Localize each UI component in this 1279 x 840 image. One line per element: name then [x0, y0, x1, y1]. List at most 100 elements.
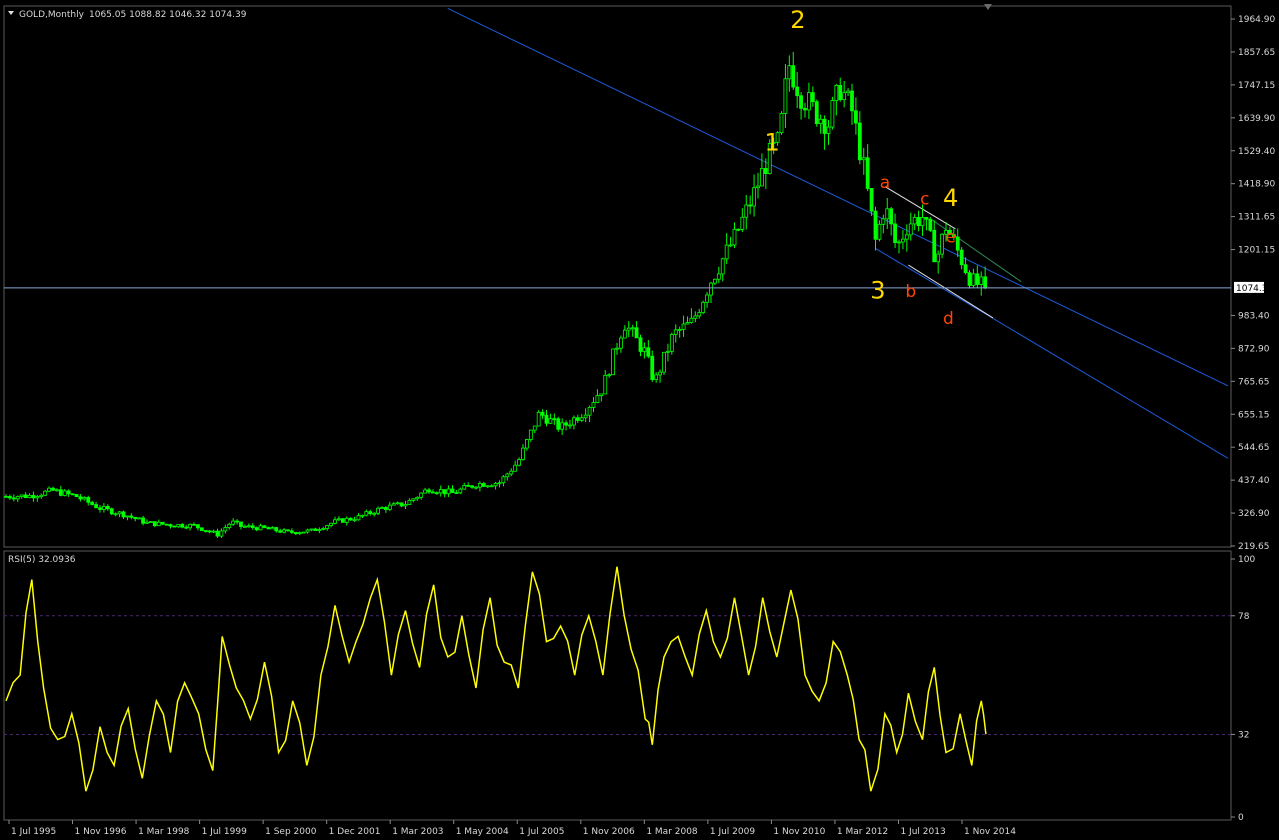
candle-body — [720, 258, 725, 275]
candle-body — [407, 499, 412, 505]
candle-body — [517, 459, 521, 466]
price-tick-label: 326.90 — [1238, 509, 1270, 519]
candle-body — [133, 516, 138, 520]
time-tick-label: 1 Mar 2008 — [646, 827, 698, 837]
candle-body — [31, 494, 36, 499]
candle-body — [904, 234, 909, 240]
candle-body — [427, 489, 431, 493]
price-tick-label: 872.90 — [1238, 344, 1270, 354]
price-pane[interactable]: 1 2 3 4 a b c d e — [3, 4, 1232, 548]
candle-body — [82, 497, 87, 500]
candle-body — [822, 118, 827, 134]
candle-body — [102, 506, 106, 510]
candle-body — [861, 157, 866, 161]
candle-body — [842, 92, 847, 101]
candle-body — [619, 337, 623, 349]
candle-body — [556, 418, 561, 430]
candle-body — [270, 527, 275, 530]
candle-body — [164, 523, 169, 526]
candle-body — [333, 519, 337, 524]
candle-body — [39, 494, 44, 497]
rsi-title: RSI(5) 32.0936 — [8, 555, 76, 565]
trendline-inner-channel-top[interactable] — [884, 186, 956, 230]
rsi-pane[interactable] — [3, 550, 1232, 821]
price-tick-label: 219.65 — [1238, 542, 1270, 552]
candle-body — [955, 236, 960, 251]
price-tick-label: 1747.15 — [1238, 81, 1275, 91]
chart-shift-marker-icon[interactable] — [984, 4, 992, 10]
rsi-tick-label: 32 — [1238, 730, 1249, 740]
price-tick-label: 1857.65 — [1238, 48, 1275, 58]
candle-body — [384, 507, 388, 510]
current-price-tag — [1234, 281, 1264, 293]
ohlc-readout: 1065.05 1088.82 1046.32 1074.39 — [89, 10, 247, 20]
candle-body — [846, 90, 850, 94]
candle-body — [818, 118, 823, 125]
candle-body — [583, 414, 588, 419]
rsi-tick-label: 78 — [1238, 612, 1250, 622]
candle-body — [47, 487, 51, 492]
price-tick-label: 983.40 — [1238, 311, 1270, 321]
candle-body — [716, 273, 721, 280]
candle-body — [364, 511, 369, 516]
candle-body — [152, 521, 157, 527]
candle-body — [309, 528, 314, 531]
price-axis[interactable]: 1964.90 1857.65 1747.15 1639.90 1529.40 1418.… — [1231, 15, 1275, 552]
candle-body — [869, 188, 874, 212]
candle-body — [536, 411, 541, 427]
candle-body — [501, 476, 506, 484]
time-tick-label: 1 Nov 2006 — [583, 827, 635, 837]
candle-body — [611, 348, 615, 376]
symbol-menu-icon[interactable] — [8, 11, 14, 15]
candle-body — [446, 488, 451, 495]
trendline-lower-channel[interactable] — [875, 248, 1229, 459]
candle-body — [525, 439, 529, 449]
candle-body — [168, 524, 173, 527]
wave-label-minor: a — [880, 173, 890, 193]
candle-body — [760, 168, 764, 187]
trendlines[interactable] — [447, 7, 1229, 459]
candle-body — [748, 204, 753, 207]
candle-body — [795, 86, 800, 97]
candle-body — [830, 100, 835, 128]
candle-body — [340, 518, 345, 523]
candle-body — [936, 253, 941, 263]
candle-body — [442, 489, 447, 495]
candle-body — [337, 518, 341, 521]
trendline-upper-channel[interactable] — [447, 7, 1229, 387]
candle-body — [940, 233, 944, 255]
candle-body — [74, 494, 79, 498]
candle-body — [11, 497, 16, 500]
candle-body — [297, 532, 302, 535]
candle-body — [865, 157, 870, 189]
price-tick-label: 655.15 — [1238, 410, 1270, 420]
candle-body — [470, 485, 474, 488]
candle-body — [967, 272, 972, 286]
candle-body — [325, 525, 330, 529]
candle-body — [113, 513, 118, 516]
candle-body — [854, 110, 858, 124]
trendline-inner-channel-bottom[interactable] — [908, 264, 994, 319]
candle-body — [513, 464, 518, 472]
candle-body — [908, 223, 913, 236]
candle-body — [98, 507, 102, 510]
candle-body — [105, 506, 110, 510]
candle-body — [250, 525, 255, 528]
candle-body — [188, 523, 192, 529]
candle-body — [86, 497, 91, 503]
candle-body — [301, 531, 306, 534]
candle-body — [66, 490, 71, 495]
candle-body — [568, 424, 572, 427]
candle-body — [709, 282, 713, 296]
candle-body — [509, 470, 514, 475]
candle-body — [458, 488, 463, 494]
current-price-tag-label: 1074.39 — [1236, 284, 1273, 294]
time-tick-label: 1 Mar 2012 — [837, 827, 888, 837]
candle-body — [771, 141, 776, 144]
candle-body — [924, 217, 929, 220]
rsi-line — [5, 566, 987, 792]
price-tick-label: 1964.90 — [1238, 15, 1275, 25]
candle-body — [55, 489, 59, 492]
